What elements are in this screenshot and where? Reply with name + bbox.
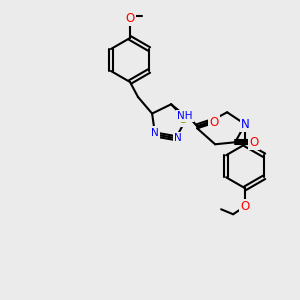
Text: N: N xyxy=(151,128,159,137)
Text: N: N xyxy=(241,118,250,131)
Text: NH: NH xyxy=(177,111,193,121)
Text: O: O xyxy=(125,11,135,25)
Text: O: O xyxy=(250,136,259,149)
Text: S: S xyxy=(179,113,187,126)
Text: O: O xyxy=(209,116,219,129)
Text: O: O xyxy=(241,200,250,213)
Text: N: N xyxy=(174,133,182,143)
